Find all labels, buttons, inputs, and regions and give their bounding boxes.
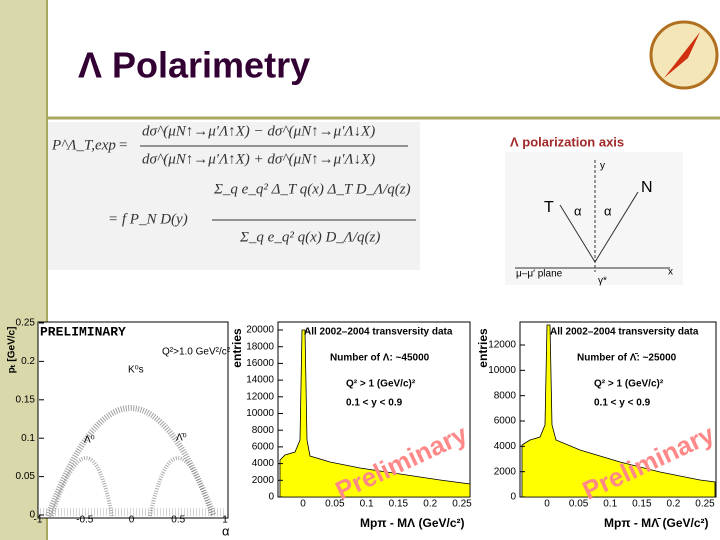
x-tick-label: 0.15 <box>389 499 409 510</box>
y-tick-label: 10000 <box>246 408 274 419</box>
x-tick-label: 0 <box>544 499 550 510</box>
x-tick-label: 0.25 <box>695 499 715 510</box>
x-tick-label: -0.5 <box>76 515 94 526</box>
gamma-label: γ* <box>598 276 607 287</box>
scatter-bands <box>40 405 226 518</box>
x-tick-label: 0.2 <box>423 499 437 510</box>
y-tick-label: 6000 <box>494 416 517 427</box>
formula-eq: = <box>118 137 128 153</box>
angle: α <box>574 203 582 218</box>
hist-ycut: 0.1 < y < 0.9 <box>594 398 651 409</box>
x-tick-label: 0.05 <box>569 499 589 510</box>
y-tick-label: 4000 <box>494 441 517 452</box>
x-tick-label: 0.1 <box>603 499 617 510</box>
angle: α <box>604 203 612 218</box>
formula-den2: Σ_q e_q² q(x) D_Λ/q(z) <box>239 229 380 245</box>
formula-rhs: = f P_N D(y) <box>108 211 188 227</box>
x-tick-label: 0.1 <box>360 499 374 510</box>
hist-ylabel: entries <box>476 328 490 368</box>
y-tick-label: 0.25 <box>16 318 36 329</box>
plane-label: μ–μ′ plane <box>516 269 563 280</box>
hist-q2: Q² > 1 (GeV/c)² <box>346 379 416 390</box>
y-tick-label: 0.1 <box>21 433 35 444</box>
scatter-ylabel: pₜ [GeV/c] <box>7 327 18 374</box>
x-tick-label: 0 <box>300 499 306 510</box>
axis-y: y <box>600 161 605 172</box>
stamp: PRELIMINARY <box>40 324 126 339</box>
y-tick-label: 0 <box>268 492 274 503</box>
y-tick-label: 0 <box>29 510 35 521</box>
formula-num: dσ^(μN↑→μ′Λ↑X) − dσ^(μN↑→μ′Λ↓X) <box>142 123 375 139</box>
axis-x: x <box>668 267 673 278</box>
y-tick-label: 8000 <box>494 390 517 401</box>
y-tick-label: 10000 <box>488 365 516 376</box>
hist-header: All 2002–2004 transversity data <box>550 327 699 338</box>
y-tick-label: 2000 <box>252 475 275 486</box>
formula-box <box>48 122 420 270</box>
x-tick-label: -1 <box>34 515 43 526</box>
formula-lhs: P^Λ_T,exp <box>51 137 116 153</box>
x-tick-label: 1 <box>222 515 228 526</box>
hist-ycut: 0.1 < y < 0.9 <box>346 398 403 409</box>
histogram <box>521 324 716 498</box>
scatter-xlabel: α <box>222 523 230 538</box>
y-tick-label: 16000 <box>246 358 274 369</box>
antilambda-label: Λ̄⁰ <box>176 433 187 444</box>
y-tick-label: 2000 <box>494 466 517 477</box>
formula-den: dσ^(μN↑→μ′Λ↑X) + dσ^(μN↑→μ′Λ↓X) <box>142 151 375 167</box>
y-tick-label: 8000 <box>252 425 275 436</box>
diagram-caption: Λ polarization axis <box>510 134 624 149</box>
x-tick-label: 0.2 <box>666 499 680 510</box>
hist-count: Number of Λ̄: ~25000 <box>577 353 677 364</box>
y-tick-label: 12000 <box>246 391 274 402</box>
logo <box>649 20 719 90</box>
formula-num2: Σ_q e_q² Δ_T q(x) Δ_T D_Λ/q(z) <box>213 181 411 197</box>
x-tick-label: 0.25 <box>452 499 472 510</box>
hist-ylabel: entries <box>230 328 244 368</box>
cut: Q²>1.0 GeV²/c² <box>162 347 231 358</box>
hist-xlabel: Mpπ - MΛ̄ (GeV/c²) <box>604 516 709 530</box>
hist-xlabel: Mpπ - MΛ (GeV/c²) <box>360 516 465 530</box>
y-tick-label: 18000 <box>246 341 274 352</box>
vector-n: N <box>641 179 653 196</box>
y-tick-label: 12000 <box>488 340 516 351</box>
histogram <box>279 329 471 498</box>
y-tick-label: 20000 <box>246 325 274 336</box>
y-tick-label: 0 <box>510 492 516 503</box>
hist-header: All 2002–2004 transversity data <box>304 327 453 338</box>
hist-count: Number of Λ: ~45000 <box>330 353 430 364</box>
hist-q2: Q² > 1 (GeV/c)² <box>594 379 664 390</box>
x-tick-label: 0.15 <box>632 499 652 510</box>
diagram-lines <box>515 160 670 272</box>
diagram-box <box>505 152 683 285</box>
scatter-frame <box>37 321 229 519</box>
vector-t: T <box>544 199 554 216</box>
x-tick-label: 0 <box>129 515 135 526</box>
y-tick-label: 0.2 <box>21 356 35 367</box>
y-tick-label: 14000 <box>246 375 274 386</box>
title: Λ Polarimetry <box>78 45 310 86</box>
lambda-label: Λ⁰ <box>84 435 95 446</box>
k0-label: K⁰s <box>128 365 144 376</box>
y-tick-label: 4000 <box>252 458 275 469</box>
y-tick-label: 0.15 <box>16 394 36 405</box>
y-tick-label: 0.05 <box>16 471 36 482</box>
x-tick-label: 0.5 <box>171 515 185 526</box>
y-tick-label: 6000 <box>252 442 275 453</box>
x-tick-label: 0.05 <box>325 499 345 510</box>
